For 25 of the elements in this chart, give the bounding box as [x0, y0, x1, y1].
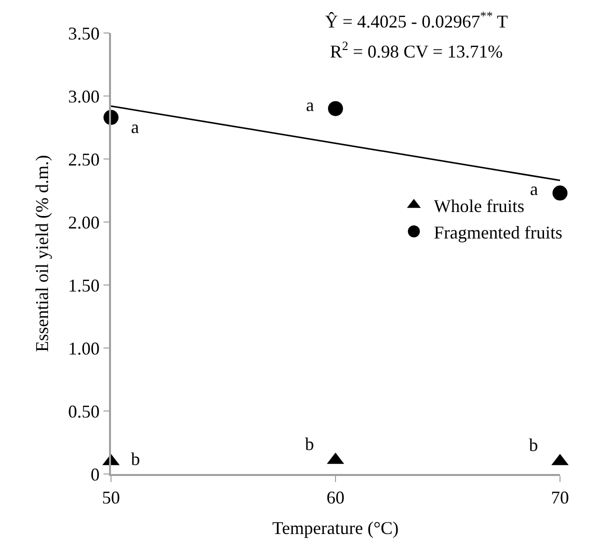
annotation: a [530, 179, 538, 199]
y-tick-label: 2.00 [68, 212, 100, 232]
y-tick-label: 0 [90, 464, 100, 484]
point [328, 101, 343, 116]
y-tick-label: 3.00 [68, 86, 100, 106]
legend-label: Fragmented fruits [434, 222, 562, 242]
y-tick-label: 1.50 [68, 275, 100, 296]
text: Ŷ = 4.4025 - 0.02967$^{**}$ T [325, 9, 508, 32]
annotation: b [305, 434, 314, 454]
y-axis-title: Essential oil yield (% d.m.) [32, 155, 52, 352]
y-tick-label: 1.00 [68, 338, 100, 358]
annotation: a [131, 117, 139, 137]
annotation: a [306, 95, 314, 115]
x-tick-label: 70 [551, 487, 569, 508]
annotation: R$^{2}$ = 0.98 CV = 13.71% [330, 39, 503, 62]
point [552, 186, 568, 201]
y-tick-label: 3.50 [68, 23, 100, 44]
x-tick-label: 60 [326, 487, 344, 508]
annotation: b [131, 449, 140, 469]
annotation: b [529, 435, 538, 455]
x-tick-label: 50 [102, 487, 120, 508]
y-tick-label: 0.50 [68, 401, 100, 422]
legend-label: Whole fruits [434, 196, 524, 216]
y-tick-label: 2.50 [68, 149, 100, 170]
x-axis-title: Temperature (°C) [272, 518, 399, 538]
